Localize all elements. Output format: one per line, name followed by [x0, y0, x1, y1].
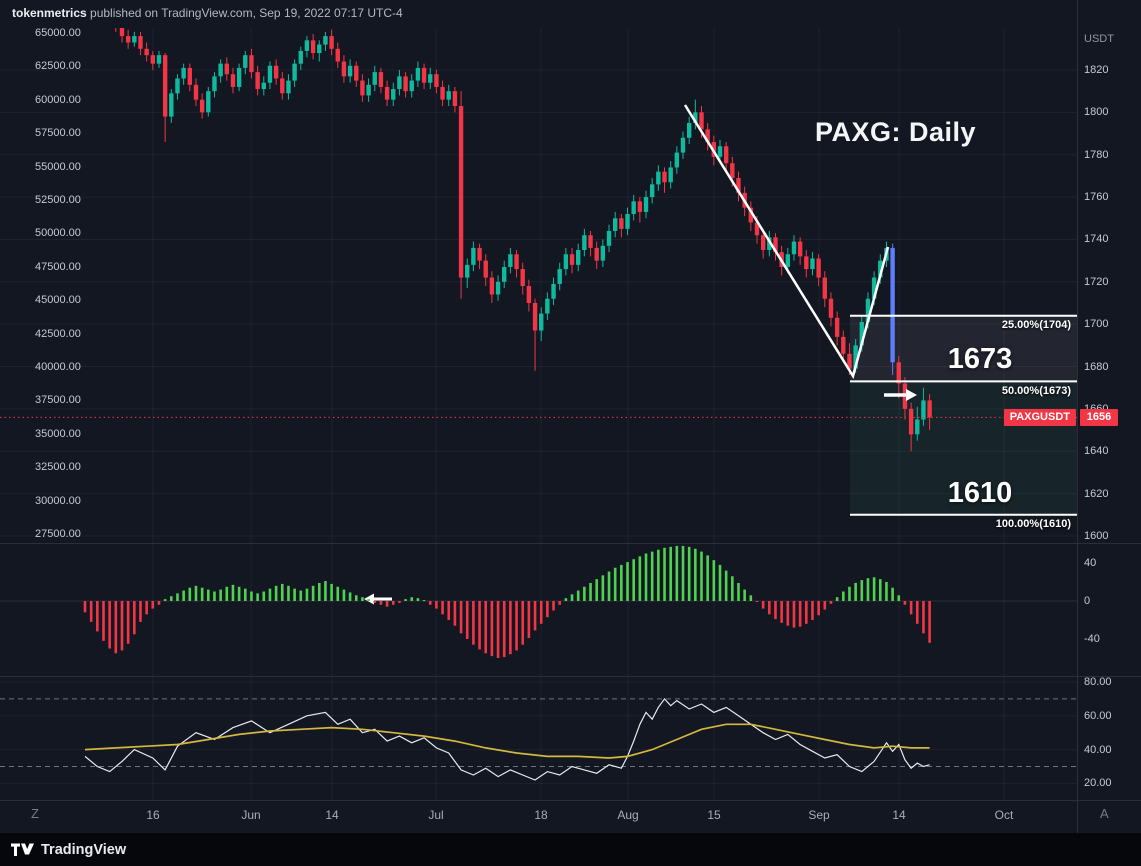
left-price-tick-label: 42500.00 [35, 327, 81, 340]
chart-title-annotation: PAXG: Daily [815, 117, 977, 147]
right-price-tick-label[interactable]: 1720 [1084, 275, 1109, 288]
fib-level-label-25: 25.00%(1704) [1001, 319, 1071, 331]
left-price-tick-label: 57500.00 [35, 127, 81, 140]
time-tick-label[interactable]: 15 [707, 808, 721, 822]
macd-tick-label: 40 [1084, 557, 1097, 569]
left-price-tick-label: 37500.00 [35, 394, 81, 407]
right-price-tick-label[interactable]: 1740 [1084, 233, 1109, 246]
left-price-tick-label: 35000.00 [35, 427, 81, 440]
right-price-tick-label[interactable]: 1620 [1084, 487, 1109, 500]
footer-bar: TradingView [0, 833, 1141, 866]
attribution-author: tokenmetrics [12, 6, 87, 20]
corner-button-z[interactable]: Z [31, 806, 39, 821]
left-price-tick-label: 27500.00 [35, 527, 81, 540]
time-tick-label[interactable]: Aug [617, 808, 639, 822]
right-price-tick-label[interactable]: 1780 [1084, 148, 1109, 161]
time-tick-label[interactable]: 14 [325, 808, 339, 822]
macd-tick-label: 0 [1084, 595, 1091, 607]
right-price-tick-label[interactable]: 1800 [1084, 106, 1109, 119]
time-tick-label[interactable]: Oct [994, 808, 1014, 822]
left-price-tick-label: 52500.00 [35, 193, 81, 206]
stoch-tick-label: 20.00 [1084, 777, 1112, 790]
tradingview-brand-text[interactable]: TradingView [41, 841, 127, 858]
time-tick-label[interactable]: 18 [534, 808, 548, 822]
right-price-tick-label[interactable]: 1640 [1084, 445, 1109, 458]
left-price-tick-label: 32500.00 [35, 461, 81, 474]
left-price-tick-label: 30000.00 [35, 494, 81, 507]
left-price-tick-label: 65000.00 [35, 27, 81, 39]
left-price-tick-label: 47500.00 [35, 260, 81, 273]
left-price-tick-label: 60000.00 [35, 93, 81, 106]
price-axis-unit: USDT [1084, 33, 1114, 45]
stoch-tick-label: 40.00 [1084, 743, 1112, 756]
left-price-tick-label: 40000.00 [35, 360, 81, 373]
tradingview-logo-icon[interactable] [10, 842, 34, 858]
left-price-tick-label: 50000.00 [35, 227, 81, 240]
time-tick-label[interactable]: Sep [808, 808, 830, 822]
stoch-tick-label: 80.00 [1084, 676, 1112, 688]
fib-level-label-100: 100.00%(1610) [995, 518, 1071, 530]
stoch-tick-label: 60.00 [1084, 709, 1112, 722]
left-price-tick-label: 45000.00 [35, 294, 81, 307]
macd-tick-label: -40 [1084, 633, 1100, 645]
fib-level-label-50: 50.00%(1673) [1001, 385, 1071, 397]
fib-big-label-1673: 1673 [947, 343, 1013, 375]
time-tick-label[interactable]: Jun [241, 808, 261, 822]
right-price-tick-label[interactable]: 1680 [1084, 360, 1109, 373]
last-price-tag: 1656 [1080, 408, 1118, 426]
left-price-tick-label: 55000.00 [35, 160, 81, 173]
time-tick-label[interactable]: Jul [428, 808, 444, 822]
right-price-tick-label[interactable]: 1700 [1084, 318, 1109, 331]
fib-big-label-1610: 1610 [947, 477, 1013, 509]
attribution-text: published on TradingView.com, Sep 19, 20… [86, 6, 403, 20]
attribution-line: tokenmetrics published on TradingView.co… [12, 6, 403, 20]
right-price-tick-label[interactable]: 1600 [1084, 529, 1109, 542]
right-price-tick-label[interactable]: 1760 [1084, 191, 1109, 204]
time-tick-label[interactable]: 16 [146, 808, 160, 822]
symbol-price-label: PAXGUSDT [1003, 408, 1076, 426]
left-price-tick-label: 62500.00 [35, 60, 81, 73]
corner-button-a[interactable]: A [1100, 806, 1109, 821]
time-tick-label[interactable]: 14 [892, 808, 906, 822]
right-price-tick-label[interactable]: 1820 [1084, 64, 1109, 76]
